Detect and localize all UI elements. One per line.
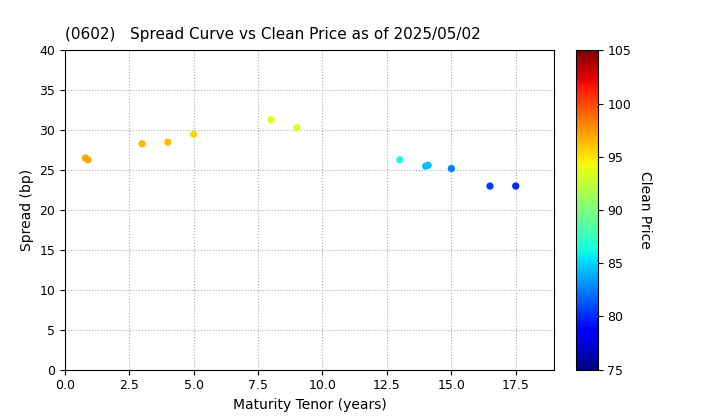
Point	[485, 183, 496, 189]
Point	[423, 162, 434, 169]
X-axis label: Maturity Tenor (years): Maturity Tenor (years)	[233, 398, 387, 412]
Point	[394, 156, 405, 163]
Text: (0602)   Spread Curve vs Clean Price as of 2025/05/02: (0602) Spread Curve vs Clean Price as of…	[65, 27, 480, 42]
Point	[188, 131, 199, 137]
Point	[291, 124, 302, 131]
Point	[162, 139, 174, 145]
Point	[80, 155, 91, 161]
Point	[420, 163, 431, 169]
Y-axis label: Clean Price: Clean Price	[638, 171, 652, 249]
Point	[265, 116, 276, 123]
Point	[136, 140, 148, 147]
Point	[510, 183, 521, 189]
Point	[446, 165, 457, 172]
Point	[82, 156, 94, 163]
Y-axis label: Spread (bp): Spread (bp)	[19, 169, 34, 251]
